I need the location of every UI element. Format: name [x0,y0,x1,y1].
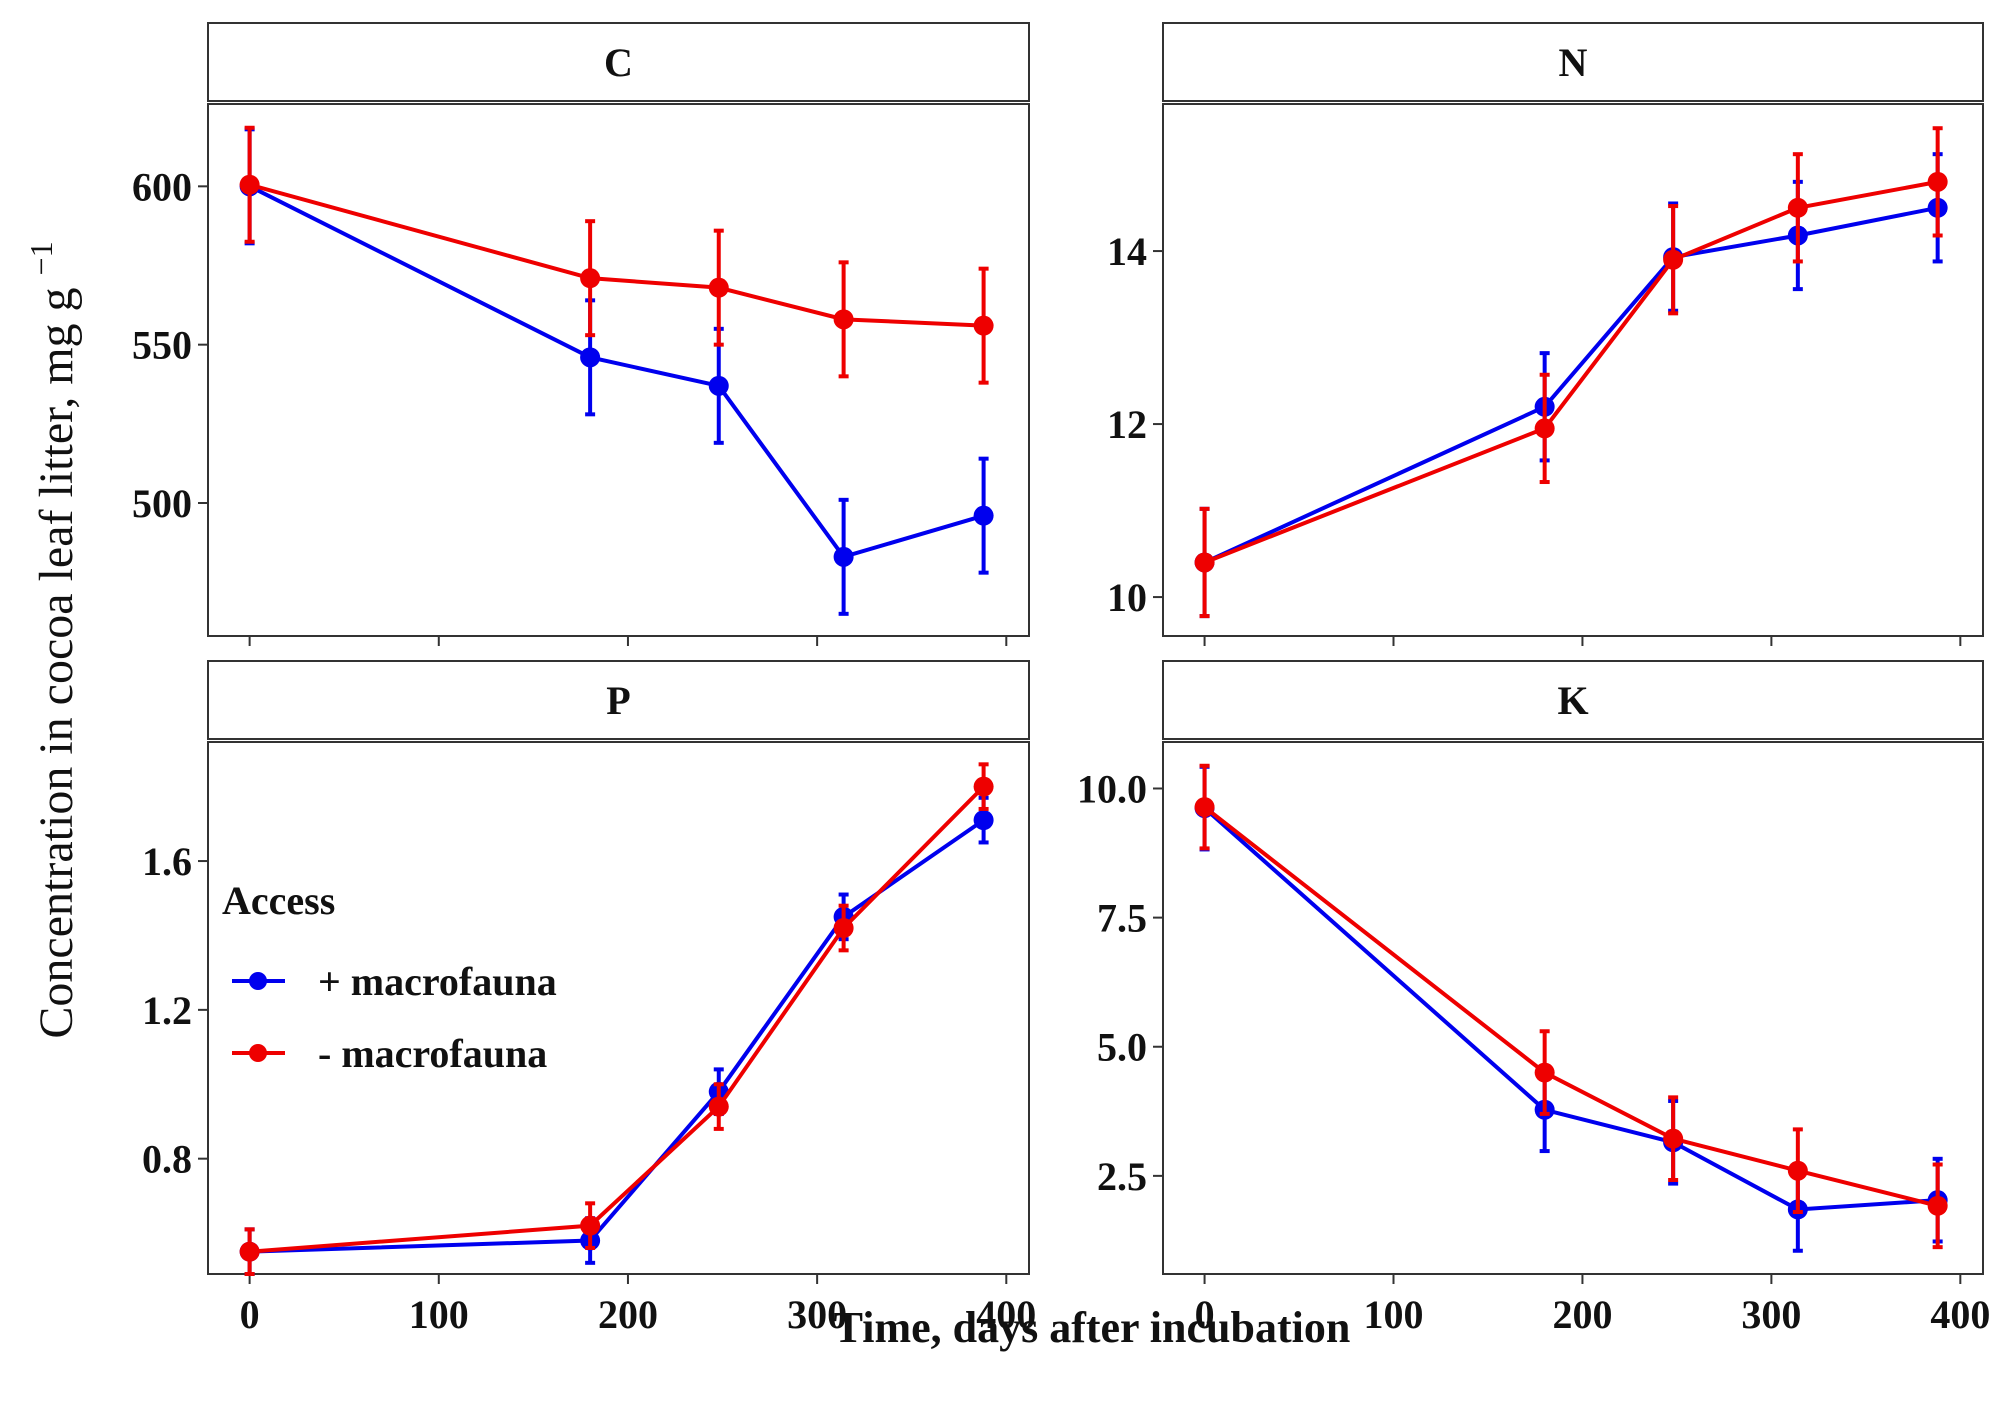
data-point [580,347,601,368]
data-point [580,268,601,289]
series-minus-macrofauna [1194,126,1948,619]
data-point [239,174,260,195]
data-point [833,918,854,939]
data-point [833,309,854,330]
y-tick-label: 600 [132,164,192,209]
x-tick-label: 300 [1741,1292,1801,1337]
data-point [1194,797,1215,818]
legend-item-plus-macrofauna: + macrofauna [232,959,557,1004]
data-point [973,505,994,526]
panel-title: C [604,40,633,85]
data-point [1534,418,1555,439]
x-tick-label: 300 [787,1292,847,1337]
data-point [1663,1128,1684,1149]
legend-key-point-plus [249,972,267,990]
y-axis-title-text: Concentration in cocoa leaf litter, mg g [30,287,83,1038]
y-axis-title: Concentration in cocoa leaf litter, mg g… [23,241,83,1038]
series-minus-macrofauna [239,125,994,385]
y-tick-label: 12 [1107,402,1147,447]
data-point [708,277,729,298]
panel-title: K [1557,678,1588,723]
data-point [1927,1195,1948,1216]
data-point [973,810,994,831]
legend-key-point-minus [249,1044,267,1062]
panel-n: N 10 12 14 [1107,22,1984,646]
y-tick-label: 5.0 [1097,1025,1147,1070]
data-point [708,375,729,396]
y-tick-label: 2.5 [1097,1154,1147,1199]
data-point [1194,552,1215,573]
x-tick-label: 400 [1930,1292,1990,1337]
panel-title: N [1559,40,1588,85]
series-minus-macrofauna [239,762,994,1276]
panel-strip [1162,22,1984,102]
data-point [239,1241,260,1262]
panel-strip [207,660,1030,740]
x-tick-label: 0 [240,1292,260,1337]
y-tick-label: 1.2 [142,988,192,1033]
y-tick-label: 10 [1107,575,1147,620]
x-tick-label: 400 [976,1292,1036,1337]
panel-c: C 500 550 600 [132,22,1030,646]
legend: Access + macrofauna - macrofauna [222,878,557,1076]
y-axis-title-superscript: −1 [23,241,59,275]
data-point [1534,1062,1555,1083]
y-tick-label: 7.5 [1097,896,1147,941]
legend-label-minus-macrofauna: - macrofauna [318,1031,547,1076]
plot-area [1162,741,1984,1275]
data-point [973,776,994,797]
data-point [1663,249,1684,270]
x-tick-label: 100 [1364,1292,1424,1337]
legend-title: Access [222,878,335,923]
y-tick-label: 1.6 [142,839,192,884]
plot-area [207,103,1030,637]
legend-label-plus-macrofauna: + macrofauna [318,959,557,1004]
x-tick-label: 0 [1195,1292,1215,1337]
plot-area [207,741,1030,1275]
y-tick-label: 550 [132,323,192,368]
x-tick-label: 200 [598,1292,658,1337]
data-point [1787,197,1808,218]
data-point [1927,171,1948,192]
panel-title: P [606,678,630,723]
data-point [833,546,854,567]
series-minus-macrofauna [1194,763,1948,1250]
plot-area [1162,103,1984,637]
x-axis-title: Time, days after incubation [834,1303,1351,1352]
y-tick-label: 14 [1107,229,1147,274]
y-tick-label: 500 [132,481,192,526]
panel-k: K 2.5 5.0 7.5 10.0 0 100 200 300 400 [1077,660,1990,1337]
x-tick-label: 100 [409,1292,469,1337]
data-point [1787,1160,1808,1181]
panel-p: P 0.8 1.2 1.6 0 100 200 300 400 [142,660,1036,1337]
data-point [580,1215,601,1236]
data-point [973,315,994,336]
y-tick-label: 0.8 [142,1137,192,1182]
y-tick-label: 10.0 [1077,766,1147,811]
data-point [708,1096,729,1117]
legend-item-minus-macrofauna: - macrofauna [232,1031,547,1076]
panels-group: C 500 550 600 N 10 12 14 P 0.8 1.2 1.6 0 100 200 300 400… [132,22,1990,1337]
x-tick-label: 200 [1552,1292,1612,1337]
panel-strip [1162,660,1984,740]
panel-strip [207,22,1030,102]
